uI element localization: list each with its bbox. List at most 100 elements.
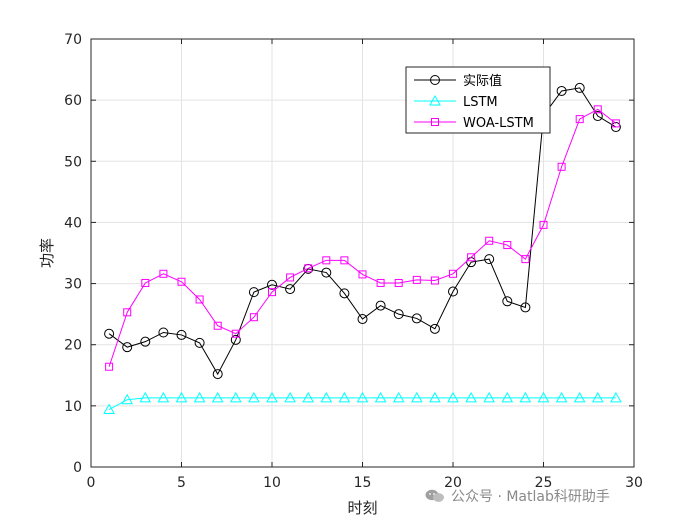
data-point: [320, 391, 333, 403]
data-point: [139, 391, 152, 403]
data-point: [593, 105, 602, 114]
data-point: [575, 115, 584, 124]
data-point: [574, 82, 585, 93]
data-point: [520, 302, 531, 313]
data-point: [105, 362, 114, 371]
data-point: [286, 273, 295, 282]
series-2: [103, 391, 622, 415]
data-point: [394, 278, 403, 287]
y-tick-label: 10: [64, 399, 82, 415]
data-point: [211, 391, 224, 403]
data-point: [339, 288, 350, 299]
legend-marker: [431, 118, 439, 126]
x-tick-label: 20: [444, 475, 462, 491]
data-point: [447, 391, 459, 403]
data-point: [140, 336, 151, 347]
legend-marker: [430, 75, 440, 85]
x-axis-label: 时刻: [347, 499, 377, 517]
data-point: [338, 391, 351, 403]
data-point: [356, 391, 369, 403]
legend-item: WOA-LSTM: [414, 116, 534, 131]
data-point: [248, 391, 260, 403]
series-line: [108, 108, 617, 367]
data-point: [610, 391, 622, 403]
data-point: [284, 391, 296, 403]
legend-marker: [429, 94, 441, 106]
data-point: [410, 391, 423, 403]
y-tick-label: 60: [64, 93, 82, 109]
data-point: [484, 254, 495, 265]
data-point: [104, 328, 115, 339]
data-point: [429, 391, 441, 403]
axis-ticks: 0 5 10 15 20 25 30 0 10 20 30 40 50 60 70: [64, 32, 643, 491]
data-point: [521, 255, 530, 264]
data-point: [501, 391, 514, 403]
y-tick-label: 70: [64, 32, 82, 48]
data-point: [611, 119, 620, 128]
data-point: [123, 308, 132, 317]
data-point: [485, 236, 494, 245]
legend-label: 实际值: [463, 73, 502, 89]
y-tick-label: 0: [73, 460, 82, 476]
data-point: [592, 111, 603, 122]
data-point: [194, 337, 205, 348]
data-point: [175, 391, 188, 403]
data-point: [502, 296, 513, 307]
data-point: [374, 391, 387, 403]
legend-label: LSTM: [463, 95, 498, 110]
y-tick-label: 30: [64, 277, 82, 293]
data-point: [159, 269, 168, 278]
data-point: [539, 220, 548, 229]
x-tick-label: 5: [177, 475, 186, 491]
data-point: [503, 241, 512, 250]
data-point: [103, 403, 115, 415]
legend-item: 实际值: [414, 73, 502, 89]
data-point: [412, 275, 421, 284]
legend: 实际值 LSTM WOA-LSTM: [405, 66, 551, 134]
x-tick-label: 25: [535, 475, 553, 491]
data-point: [121, 393, 134, 405]
data-point: [556, 85, 567, 96]
x-tick-label: 30: [625, 475, 643, 491]
data-point: [213, 321, 222, 330]
data-point: [429, 323, 440, 334]
data-point: [176, 329, 187, 340]
data-point: [610, 122, 621, 133]
data-point: [302, 391, 315, 403]
data-point: [430, 276, 439, 285]
data-point: [591, 391, 604, 403]
y-tick-label: 40: [64, 215, 82, 231]
data-point: [229, 391, 242, 403]
y-tick-label: 20: [64, 338, 82, 354]
data-point: [266, 391, 278, 403]
watermark: 公众号 · Matlab科研助手: [425, 486, 610, 506]
data-point: [465, 391, 477, 403]
data-point: [448, 286, 458, 297]
data-point: [249, 313, 258, 322]
wechat-icon: [425, 489, 444, 502]
series-3: [105, 105, 620, 371]
data-point: [141, 278, 150, 287]
data-point: [375, 300, 386, 311]
x-tick-label: 15: [354, 475, 372, 491]
data-point: [340, 256, 349, 265]
data-point: [285, 284, 296, 295]
series-1: [104, 82, 621, 380]
data-point: [322, 256, 331, 265]
data-point: [573, 391, 586, 403]
data-point: [268, 288, 276, 297]
x-tick-label: 0: [87, 475, 96, 491]
x-tick-label: 10: [263, 475, 281, 491]
series-line: [108, 397, 616, 410]
data-point: [193, 391, 206, 403]
data-point: [321, 267, 332, 278]
data-point: [393, 309, 404, 320]
data-point: [449, 269, 457, 278]
data-point: [537, 391, 550, 403]
data-point: [304, 264, 313, 273]
data-point: [230, 334, 241, 345]
data-point: [358, 270, 367, 279]
data-point: [357, 314, 368, 325]
data-point: [157, 391, 170, 403]
